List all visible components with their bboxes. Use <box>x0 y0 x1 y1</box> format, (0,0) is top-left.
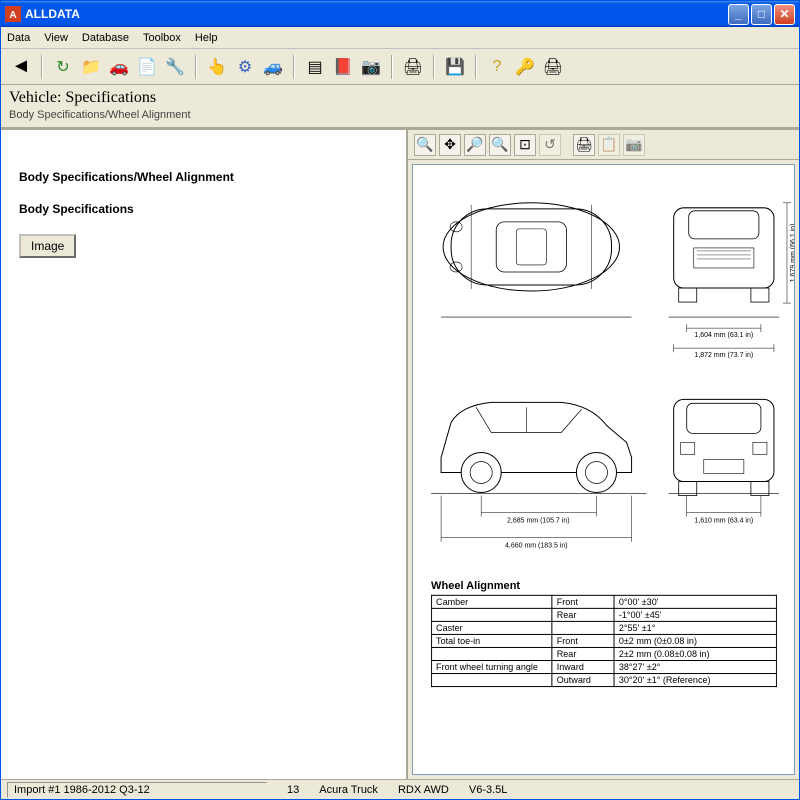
zoom-out-icon[interactable]: 🔍 <box>489 134 511 156</box>
page-header: Vehicle: Specifications Body Specificati… <box>1 85 799 128</box>
close-button[interactable]: ✕ <box>774 4 795 25</box>
page-title: Vehicle: Specifications <box>9 89 791 107</box>
menu-data[interactable]: Data <box>7 32 30 44</box>
car-icon[interactable]: 🚗 <box>107 55 131 79</box>
menu-toolbox[interactable]: Toolbox <box>143 32 181 44</box>
svg-text:1,679 mm (66.1 in): 1,679 mm (66.1 in) <box>790 224 794 283</box>
svg-text:4,660 mm (183.5 in): 4,660 mm (183.5 in) <box>505 543 568 550</box>
vehicle-diagram: 1,679 mm (66.1 in) 1,604 mm (63.1 in) 1,… <box>413 165 794 774</box>
book-icon[interactable]: 📕 <box>331 55 355 79</box>
table-row: Rear-1°00' ±45' <box>432 608 777 621</box>
maximize-button[interactable]: □ <box>751 4 772 25</box>
gear-icon[interactable]: ⚙ <box>233 55 257 79</box>
diagram-viewer[interactable]: 1,679 mm (66.1 in) 1,604 mm (63.1 in) 1,… <box>412 164 795 775</box>
list-icon[interactable]: ▤ <box>303 55 327 79</box>
print-icon[interactable]: 🖨 <box>401 55 425 79</box>
minimize-button[interactable]: _ <box>728 4 749 25</box>
status-engine: V6-3.5L <box>469 784 508 796</box>
print2-icon[interactable]: 🖨 <box>541 55 565 79</box>
menu-view[interactable]: View <box>44 32 68 44</box>
wrench-icon[interactable]: 🔧 <box>163 55 187 79</box>
svg-text:1,872 mm (73.7 in): 1,872 mm (73.7 in) <box>694 352 753 359</box>
status-make: Acura Truck <box>319 784 378 796</box>
app-window: A ALLDATA _ □ ✕ Data View Database Toolb… <box>0 0 800 800</box>
titlebar: A ALLDATA _ □ ✕ <box>1 1 799 27</box>
window-controls: _ □ ✕ <box>728 4 795 25</box>
window-title: ALLDATA <box>25 7 728 21</box>
table-row: Outward30°20' ±1° (Reference) <box>432 674 777 687</box>
nav-section: Body Specifications <box>19 202 406 216</box>
save-icon[interactable]: 💾 <box>443 55 467 79</box>
svg-text:2,685 mm (105.7 in): 2,685 mm (105.7 in) <box>507 518 570 525</box>
menubar: Data View Database Toolbox Help <box>1 27 799 49</box>
svg-text:1,610 mm (63.4 in): 1,610 mm (63.4 in) <box>694 518 753 525</box>
svg-text:1,604 mm (63.1 in): 1,604 mm (63.1 in) <box>694 332 753 339</box>
table-row: Caster2°55' ±1° <box>432 621 777 634</box>
folder-icon[interactable]: 📁 <box>79 55 103 79</box>
print-diagram-icon[interactable]: 🖨 <box>573 134 595 156</box>
main-toolbar: ◄ ↻ 📁 🚗 📄 🔧 👆 ⚙ 🚙 ▤ 📕 📷 🖨 💾 ? 🔑 🖨 <box>1 49 799 85</box>
table-row: Rear2±2 mm (0.08±0.08 in) <box>432 647 777 660</box>
back-button[interactable]: ◄ <box>9 55 33 79</box>
status-num: 13 <box>287 784 299 796</box>
vehicle-icon[interactable]: 🚙 <box>261 55 285 79</box>
reset-icon[interactable]: ↺ <box>539 134 561 156</box>
doc-icon[interactable]: 📄 <box>135 55 159 79</box>
table-title: Wheel Alignment <box>431 580 777 592</box>
viewer-pane: 🔍 ✥ 🔎 🔍 ⊡ ↺ 🖨 📋 📷 <box>406 130 799 779</box>
svg-text:A: A <box>9 10 16 21</box>
table-row: Front wheel turning angleInward38°27' ±2… <box>432 661 777 674</box>
table-row: Total toe-inFront0±2 mm (0±0.08 in) <box>432 634 777 647</box>
snapshot-icon[interactable]: 📷 <box>623 134 645 156</box>
breadcrumb: Body Specifications/Wheel Alignment <box>9 109 791 121</box>
wheel-alignment-table: CamberFront0°00' ±30'Rear-1°00' ±45'Cast… <box>431 595 777 687</box>
viewer-toolbar: 🔍 ✥ 🔎 🔍 ⊡ ↺ 🖨 📋 📷 <box>408 130 799 160</box>
statusbar: Import #1 1986-2012 Q3-12 13 Acura Truck… <box>1 779 799 799</box>
status-model: RDX AWD <box>398 784 449 796</box>
menu-help[interactable]: Help <box>195 32 218 44</box>
help-icon[interactable]: ? <box>485 55 509 79</box>
copy-icon[interactable]: 📋 <box>598 134 620 156</box>
camera-icon[interactable]: 📷 <box>359 55 383 79</box>
refresh-icon[interactable]: ↻ <box>51 55 75 79</box>
table-row: CamberFront0°00' ±30' <box>432 595 777 608</box>
nav-path: Body Specifications/Wheel Alignment <box>19 170 406 184</box>
pan-icon[interactable]: ✥ <box>439 134 461 156</box>
content-area: Body Specifications/Wheel Alignment Body… <box>1 128 799 779</box>
key-icon[interactable]: 🔑 <box>513 55 537 79</box>
hand-icon[interactable]: 👆 <box>205 55 229 79</box>
nav-pane: Body Specifications/Wheel Alignment Body… <box>1 130 406 779</box>
app-icon: A <box>5 6 21 22</box>
menu-database[interactable]: Database <box>82 32 129 44</box>
image-button[interactable]: Image <box>19 234 76 258</box>
zoom-in-icon[interactable]: 🔍 <box>414 134 436 156</box>
fit-icon[interactable]: ⊡ <box>514 134 536 156</box>
status-database: Import #1 1986-2012 Q3-12 <box>7 782 267 798</box>
zoom-region-icon[interactable]: 🔎 <box>464 134 486 156</box>
